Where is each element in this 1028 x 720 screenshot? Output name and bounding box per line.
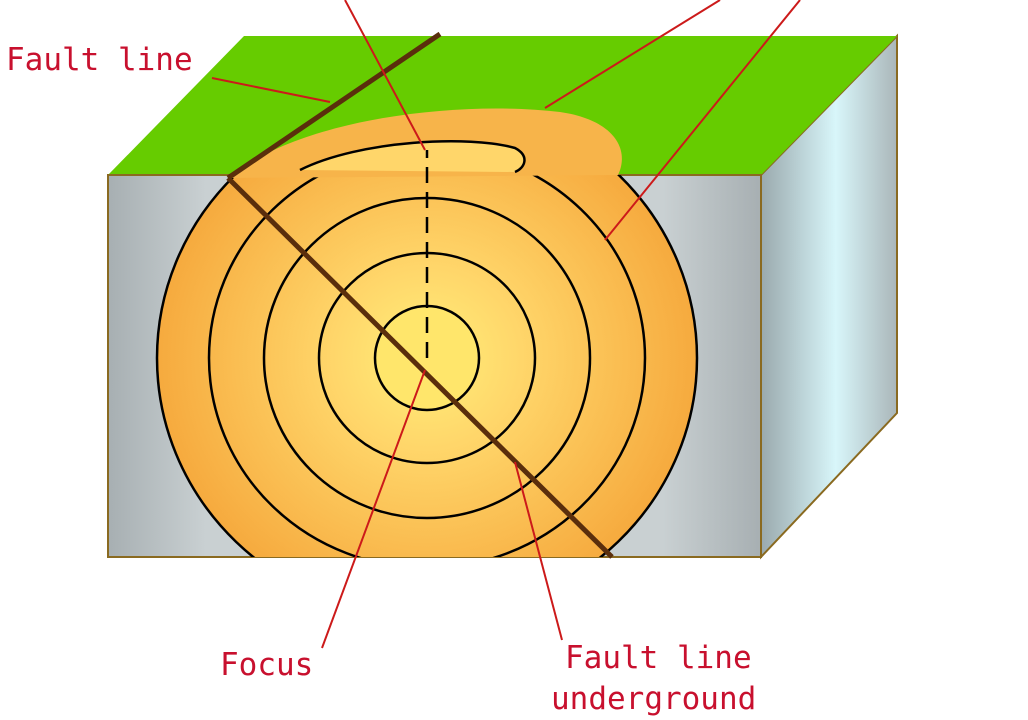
focus-label: Focus bbox=[220, 647, 314, 683]
leader-epicenter bbox=[344, 0, 426, 151]
surface-wave-ring bbox=[299, 140, 526, 174]
leader-surface-wave bbox=[544, 0, 721, 109]
leader-lines bbox=[211, 0, 801, 649]
fault-line-underground-label-line2: underground bbox=[551, 681, 757, 717]
leader-fault-line bbox=[211, 77, 331, 103]
leader-focus bbox=[321, 369, 426, 649]
fault-line-underground bbox=[226, 176, 614, 559]
wave-front-4 bbox=[207, 175, 647, 557]
leader-fault-underground bbox=[514, 461, 563, 641]
fault-line-underground-label-line1: Fault line bbox=[565, 640, 752, 676]
fault-line-label: Fault line bbox=[6, 42, 193, 78]
fault-line-surface bbox=[226, 31, 442, 181]
leader-wave-front bbox=[604, 0, 801, 241]
